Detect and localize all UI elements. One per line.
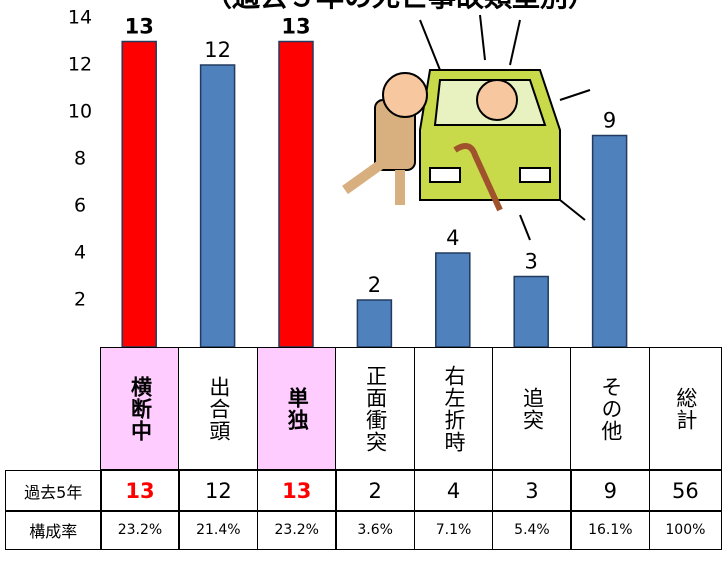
category-cell: 出合頭 [178,347,258,470]
y-tick-label: 12 [68,54,92,76]
bar [122,42,156,348]
count-cell-text: 3 [525,479,538,503]
bar [279,42,313,348]
share-cell: 7.1% [414,510,494,550]
illustration [345,15,590,240]
y-tick-label: 6 [74,195,86,217]
bar [357,300,391,347]
bar [514,277,548,348]
y-tick-label: 8 [74,148,86,170]
chart-title: （過去５年の死亡事故類型別） [204,0,596,13]
count-cell-text: 12 [205,479,232,503]
row-label-text: 構成率 [29,518,77,542]
share-cell: 21.4% [178,510,258,550]
category-cell: 追突 [492,347,572,470]
category-cell-text: その他 [600,376,621,442]
share-cell-text: 21.4% [196,522,240,538]
category-cell-text: 単独 [286,387,307,431]
value-label: 2 [368,273,381,297]
count-cell-text: 13 [282,479,311,503]
share-cell-text: 23.2% [275,522,319,538]
value-label: 13 [281,15,310,39]
total-share: 100% [649,510,722,550]
value-label: 9 [603,109,616,133]
total-header-text: 総計 [675,387,696,431]
count-cell-text: 2 [368,479,381,503]
share-cell-text: 3.6% [357,522,393,538]
share-cell: 3.6% [335,510,415,550]
value-label: 12 [204,38,231,62]
category-cell: 正面衝突 [335,347,415,470]
total-header: 総計 [649,347,722,470]
value-label: 13 [125,15,154,39]
count-cell: 13 [100,470,180,512]
row-label: 過去5年 [5,470,102,512]
page: （過去５年の死亡事故類型別） 24681012141312132439 (() … [0,0,723,563]
bar [436,253,470,347]
share-cell-text: 7.1% [436,522,472,538]
row-label: 構成率 [5,510,102,550]
count-cell: 13 [257,470,337,512]
y-tick-label: 14 [68,7,92,29]
share-cell: 16.1% [570,510,650,550]
value-label: 4 [446,226,459,250]
row-label-text: 過去5年 [24,479,82,503]
share-cell-text: 16.1% [588,522,632,538]
share-cell: 23.2% [257,510,337,550]
category-cell: 単独 [257,347,337,470]
count-cell: 3 [492,470,572,512]
total-cell-text: 56 [672,479,699,503]
bar [593,136,627,348]
count-cell-text: 13 [125,479,154,503]
category-cell: 右左折時 [414,347,494,470]
total-share-text: 100% [665,522,705,538]
count-cell: 4 [414,470,494,512]
category-cell-text: 横断中 [129,376,150,442]
category-cell-text: 出合頭 [208,376,229,442]
count-cell: 2 [335,470,415,512]
share-cell: 23.2% [100,510,180,550]
category-cell-text: 右左折時 [443,365,464,453]
bar [201,65,235,347]
total-cell: 56 [649,470,722,512]
count-cell-text: 4 [447,479,460,503]
y-tick-label: 2 [74,289,86,311]
y-tick-label: 4 [74,242,86,264]
value-label: 3 [525,250,538,274]
y-tick-label: 10 [68,101,92,123]
category-cell-text: 追突 [521,387,542,431]
category-cell: その他 [570,347,650,470]
count-cell: 12 [178,470,258,512]
count-cell-text: 9 [604,479,617,503]
share-cell-text: 23.2% [118,522,162,538]
share-cell-text: 5.4% [514,522,550,538]
count-cell: 9 [570,470,650,512]
category-cell: 横断中 [100,347,180,470]
category-cell-text: 正面衝突 [365,365,386,453]
share-cell: 5.4% [492,510,572,550]
